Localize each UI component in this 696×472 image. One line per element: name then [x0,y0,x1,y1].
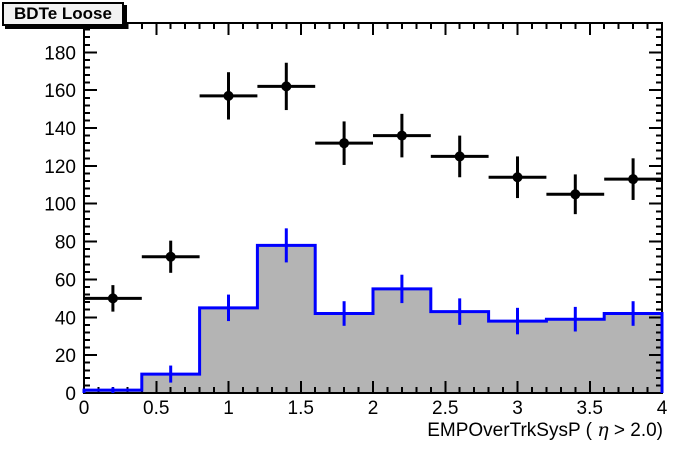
data-point-marker [165,251,176,262]
x-tick-label: 1.5 [288,398,314,419]
x-tick-label: 0.5 [143,398,169,419]
x-axis-title-text: EMPOverTrkSysP ( [427,420,598,441]
data-point-marker [223,90,234,101]
x-tick-label: 3.5 [577,398,603,419]
data-point-marker [107,293,118,304]
y-tick-label: 0 [65,384,76,405]
data-point-marker [454,151,465,162]
data-point-marker [339,138,350,149]
x-tick-label: 4 [657,398,668,419]
y-tick-label: 20 [55,346,76,367]
x-tick-label: 3 [512,398,523,419]
y-tick-label: 60 [55,270,76,291]
data-point-marker [512,172,523,183]
x-axis-title: EMPOverTrkSysP ( η > 2.0) [427,419,663,442]
plot-frame [83,22,663,394]
data-point-marker [281,81,292,92]
x-tick-label: 2 [368,398,379,419]
x-tick-label: 1 [223,398,234,419]
y-tick-label: 100 [44,195,76,216]
y-tick-label: 140 [44,119,76,140]
y-tick-label: 180 [44,43,76,64]
x-tick-label: 0 [79,398,90,419]
histogram-fill [84,245,662,393]
data-point-marker [396,130,407,141]
x-axis-title-suffix: > 2.0) [608,420,663,441]
y-tick-label: 80 [55,233,76,254]
data-point-marker [628,174,639,185]
x-tick-label: 2.5 [432,398,458,419]
y-tick-label: 120 [44,157,76,178]
title-box[interactable]: BDTe Loose [2,2,124,26]
y-tick-label: 40 [55,308,76,329]
eta-symbol: η [597,419,609,441]
plot-title: BDTe Loose [14,4,112,23]
data-point-marker [570,189,581,200]
y-tick-label: 160 [44,81,76,102]
